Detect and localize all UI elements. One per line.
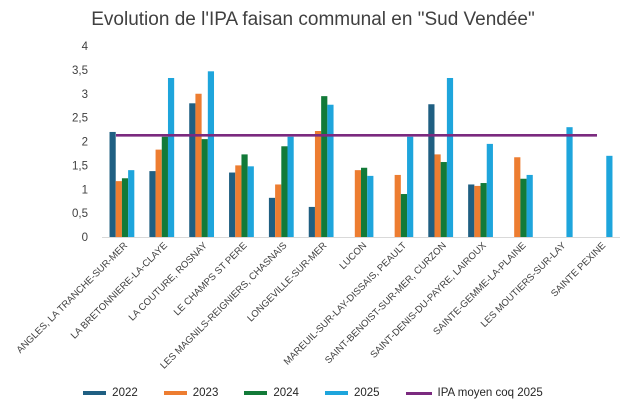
- legend-label-2022: 2022: [112, 387, 138, 399]
- bar-2025: [287, 136, 294, 237]
- bar-2025: [207, 71, 215, 237]
- legend-item-2025: 2025: [324, 387, 380, 399]
- bar-2025: [167, 77, 175, 238]
- bar-2023: [275, 184, 282, 237]
- bar-2024: [281, 146, 288, 237]
- y-tick-label: 4: [82, 41, 89, 53]
- bar-2025: [247, 166, 254, 237]
- bar-2025: [486, 143, 493, 237]
- legend-swatch-2025: [324, 391, 348, 395]
- x-tick-label: LONGEVILLE-SUR-MER: [245, 240, 329, 324]
- bar-2025: [566, 127, 573, 237]
- legend-swatch-2023: [163, 391, 187, 395]
- bar-2024: [241, 154, 248, 237]
- bar-2023: [235, 165, 242, 238]
- bar-2024: [201, 139, 208, 237]
- legend-item-2022: 2022: [83, 387, 138, 399]
- y-tick-label: 1,5: [72, 160, 88, 172]
- bar-2022: [109, 131, 116, 237]
- x-tick-label: LA COUTURE, ROSNAY: [127, 240, 210, 323]
- bar-2025: [407, 136, 414, 237]
- legend-label-2025: 2025: [353, 387, 380, 399]
- bar-2024: [520, 178, 527, 237]
- bar-2025: [327, 104, 334, 237]
- legend-label-reference: IPA moyen coq 2025: [437, 387, 543, 399]
- bar-2024: [440, 162, 447, 237]
- legend-swatch-2024: [244, 391, 268, 395]
- chart-title: Evolution de l'IPA faisan communal en "S…: [91, 9, 535, 30]
- bar-2022: [189, 103, 196, 237]
- bar-2022: [428, 104, 435, 237]
- legend-label-2024: 2024: [273, 387, 299, 399]
- bar-2023: [155, 149, 162, 237]
- y-tick-label: 2,5: [72, 113, 88, 125]
- legend-swatch-2022: [83, 391, 107, 395]
- bar-2023: [195, 93, 202, 237]
- y-tick-label: 1: [82, 184, 88, 196]
- chart-legend: 2022 2023 2024 2025 IPA moyen coq 2025: [0, 387, 626, 399]
- bar-2024: [400, 194, 408, 237]
- bar-2024: [361, 167, 368, 237]
- legend-swatch-reference: [405, 391, 432, 395]
- bar-2025: [367, 175, 374, 237]
- bar-2022: [268, 197, 276, 237]
- bar-2022: [308, 206, 315, 237]
- bar-2024: [161, 136, 168, 237]
- bar-2023: [314, 131, 322, 237]
- legend-item-2024: 2024: [244, 387, 299, 399]
- y-tick-label: 0: [82, 232, 88, 244]
- bar-2022: [468, 184, 475, 237]
- bar-2023: [434, 154, 441, 237]
- bar-2023: [394, 174, 401, 237]
- y-tick-label: 2: [82, 137, 88, 149]
- y-tick-label: 0,5: [72, 208, 88, 220]
- bar-2022: [149, 171, 156, 237]
- bar-2025: [446, 77, 454, 238]
- legend-item-reference: IPA moyen coq 2025: [405, 387, 543, 399]
- legend-label-2023: 2023: [192, 387, 219, 399]
- bar-2024: [321, 96, 328, 237]
- bar-2023: [354, 170, 361, 237]
- x-tick-label: LUCON: [338, 240, 370, 272]
- y-tick-label: 3,5: [72, 65, 88, 77]
- bar-2025: [128, 170, 135, 237]
- bar-2025: [526, 174, 533, 237]
- y-tick-label: 3: [82, 89, 88, 101]
- bar-2022: [229, 172, 236, 237]
- bar-2023: [115, 181, 122, 237]
- legend-item-2023: 2023: [163, 387, 219, 399]
- bar-2023: [474, 185, 481, 237]
- x-tick-label: LE CHAMPS ST PERE: [172, 240, 250, 318]
- bar-2025: [606, 155, 613, 237]
- bar-2024: [121, 178, 129, 237]
- bar-2024: [480, 183, 487, 237]
- bar-2023: [514, 157, 521, 237]
